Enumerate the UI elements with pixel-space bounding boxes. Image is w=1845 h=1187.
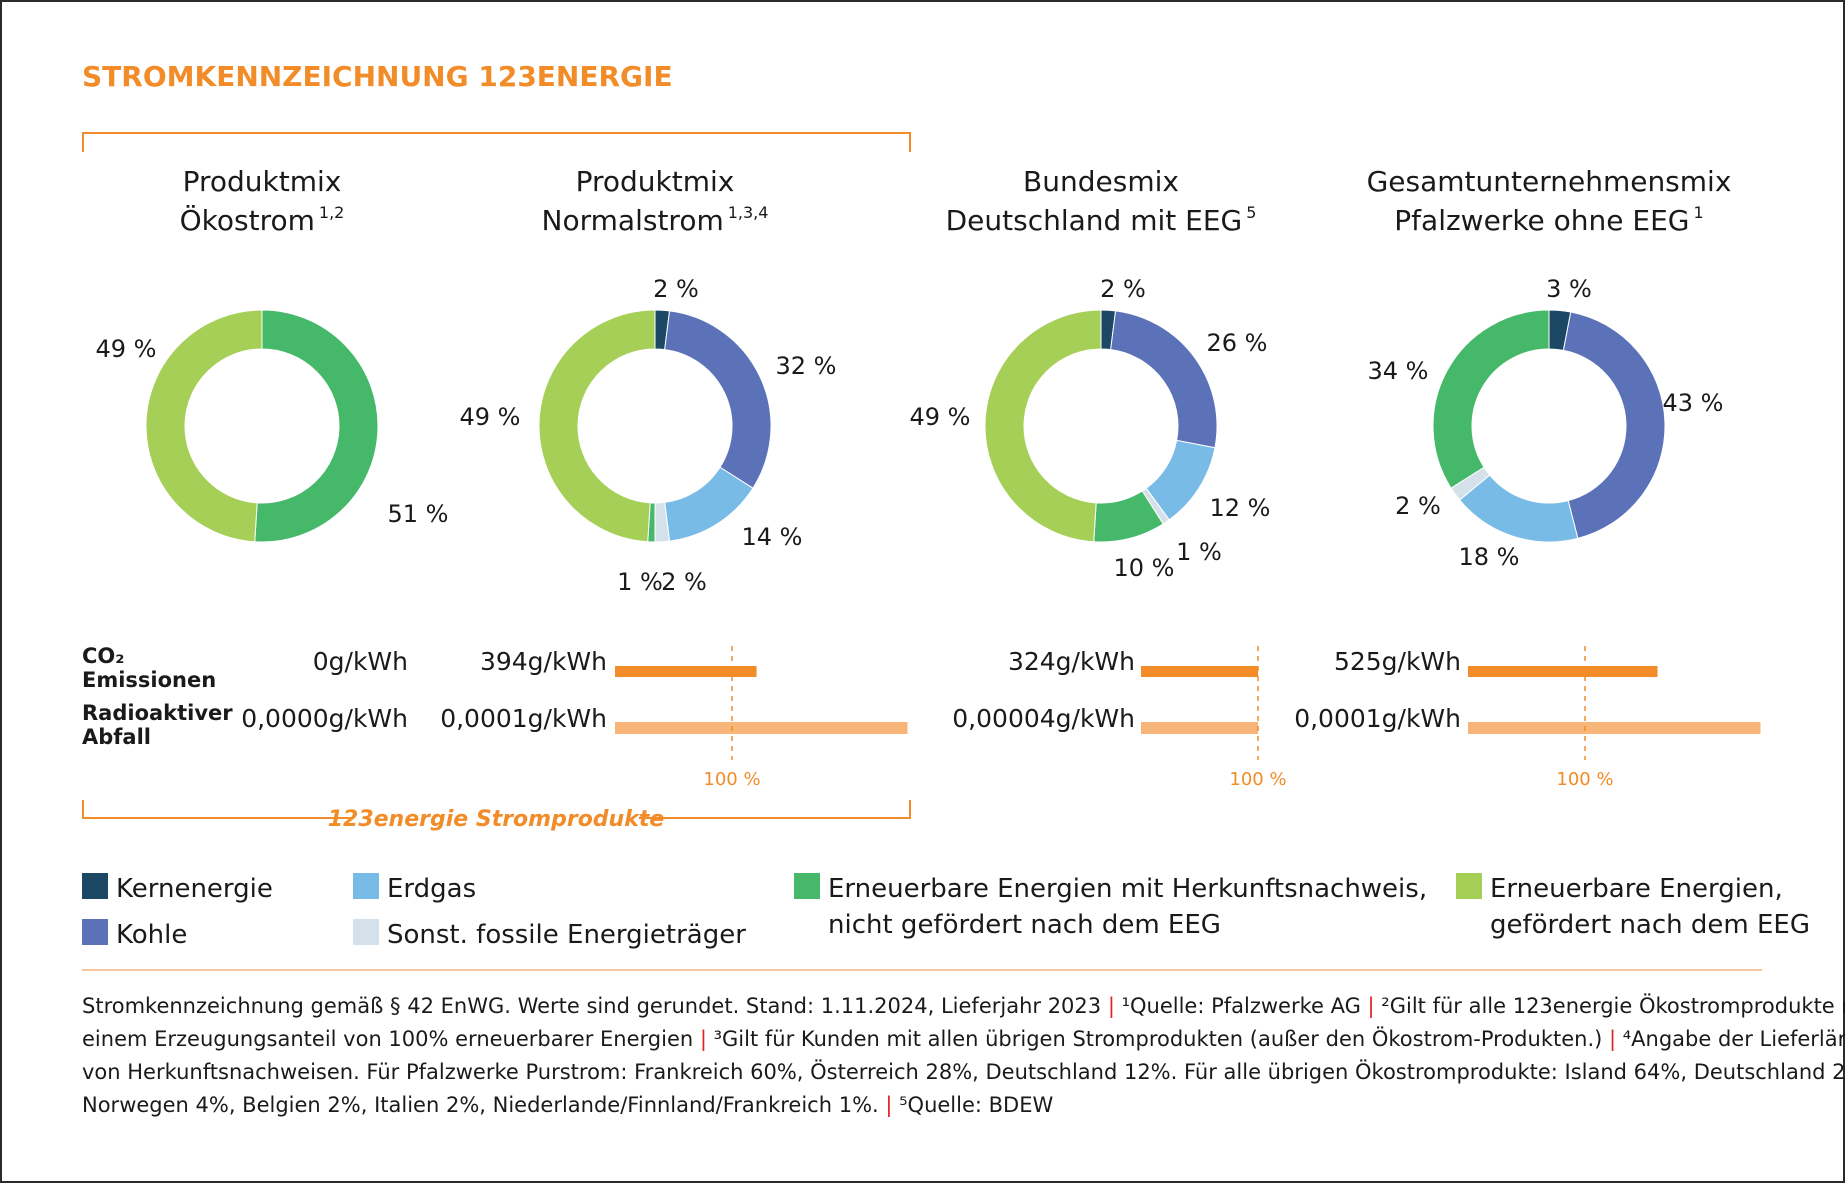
slice-4-kohle: [1562, 311, 1666, 539]
waste-value-1: 0,0000g/kWh: [241, 704, 408, 733]
slice-label-4-kohle: 43 %: [1663, 389, 1724, 417]
footnote: Stromkennzeichnung gemäß § 42 EnWG. Wert…: [82, 993, 1845, 1118]
slice-1-ee_eeg: [145, 309, 263, 543]
co2-bar-2: [615, 666, 757, 677]
slice-3-ee_eeg: [984, 309, 1102, 543]
slice-label-3-erdgas: 12 %: [1210, 494, 1271, 522]
waste-value-2: 0,0001g/kWh: [440, 704, 607, 733]
slice-label-2-kohle: 32 %: [776, 352, 837, 380]
legend-swatch-fossil: [353, 919, 379, 945]
chart-title-3-line1: Bundesmix: [1023, 165, 1179, 198]
co2-bar-3: [1141, 666, 1258, 677]
waste-bar-4: [1468, 722, 1761, 734]
slice-label-4-erdgas: 18 %: [1459, 543, 1520, 571]
legend-label-ee_eeg-line1: Erneuerbare Energien,: [1490, 874, 1783, 904]
legend-swatch-kohle: [82, 919, 108, 945]
co2-value-2: 394g/kWh: [480, 647, 607, 676]
legend-swatch-ee_eeg: [1456, 873, 1482, 899]
chart-title-2-line1: Produktmix: [576, 165, 735, 198]
slice-label-1-ee_eeg: 49 %: [96, 335, 157, 363]
slice-label-3-ee_hkn: 10 %: [1114, 554, 1175, 582]
legend-label-erdgas: Erdgas: [387, 874, 476, 904]
legend-swatch-erdgas: [353, 873, 379, 899]
slice-label-4-fossil: 2 %: [1395, 492, 1441, 520]
slice-label-2-fossil: 2 %: [661, 568, 707, 596]
waste-label-line1: Radioaktiver: [82, 701, 233, 725]
bracket-label: 123energie Stromprodukte: [328, 807, 665, 832]
waste-value-3: 0,00004g/kWh: [952, 704, 1135, 733]
page-title: STROMKENNZEICHNUNG 123ENERGIE: [82, 60, 673, 93]
legend-label-ee_hkn-line2: nicht gefördert nach dem EEG: [828, 910, 1221, 940]
legend-label-kohle: Kohle: [116, 920, 187, 950]
bracket-label-bg: [353, 804, 639, 832]
slice-label-4-ee_hkn: 34 %: [1368, 357, 1429, 385]
co2-value-4: 525g/kWh: [1334, 647, 1461, 676]
reference-label-2: 100 %: [703, 769, 760, 790]
slice-1-ee_hkn: [254, 309, 379, 543]
slice-label-3-kohle: 26 %: [1207, 329, 1268, 357]
slice-label-3-ee_eeg: 49 %: [910, 403, 971, 431]
reference-label-3: 100 %: [1229, 769, 1286, 790]
slice-label-2-ee_eeg: 49 %: [460, 403, 521, 431]
legend-label-kern: Kernenergie: [116, 874, 273, 904]
emissions-bars: 0g/kWh 0,0000g/kWh 394g/kWh 0,0001g/kWh 100 …: [241, 646, 1761, 790]
donut-charts: [145, 309, 1666, 543]
chart-title-1-line1: Produktmix: [183, 165, 342, 198]
slice-label-3-kern: 2 %: [1100, 275, 1146, 303]
slice-4-ee_hkn: [1432, 309, 1550, 489]
legend-swatch-kern: [82, 873, 108, 899]
co2-label-line1: CO₂: [82, 644, 124, 668]
co2-label-line2: Emissionen: [82, 668, 216, 692]
legend-swatch-ee_hkn: [794, 873, 820, 899]
waste-label-line2: Abfall: [82, 725, 151, 749]
slice-label-1-ee_hkn: 51 %: [388, 500, 449, 528]
slice-2-ee_eeg: [538, 309, 656, 543]
bracket-top: [82, 132, 911, 152]
slice-label-3-fossil: 1 %: [1176, 538, 1222, 566]
legend-label-ee_eeg-line2: gefördert nach dem EEG: [1490, 910, 1810, 940]
co2-value-1: 0g/kWh: [313, 647, 408, 676]
slice-label-2-ee_hkn: 1 %: [617, 568, 663, 596]
waste-value-4: 0,0001g/kWh: [1294, 704, 1461, 733]
waste-bar-3: [1141, 722, 1258, 734]
emissions-row-labels: CO₂ Emissionen Radioaktiver Abfall: [82, 644, 233, 749]
slice-label-2-kern: 2 %: [653, 275, 699, 303]
waste-bar-2: [615, 722, 908, 734]
slice-labels: 51 %49 %2 %32 %14 %2 %1 %49 %2 %26 %12 %…: [96, 275, 1724, 596]
slice-label-2-erdgas: 14 %: [742, 523, 803, 551]
chart-title-4-line1: Gesamtunternehmensmix: [1367, 165, 1732, 198]
legend: Kernenergie Kohle Erdgas Sonst. fossile Ene…: [82, 873, 1810, 950]
legend-label-fossil: Sonst. fossile Energieträger: [387, 920, 746, 950]
legend-label-ee_hkn-line1: Erneuerbare Energien mit Herkunftsnachwe…: [828, 874, 1427, 904]
chart-title-4-line2: Pfalzwerke ohne EEG 1: [1394, 203, 1703, 237]
co2-bar-4: [1468, 666, 1658, 677]
co2-value-3: 324g/kWh: [1008, 647, 1135, 676]
chart-title-3-line2: Deutschland mit EEG 5: [946, 203, 1257, 237]
reference-label-4: 100 %: [1556, 769, 1613, 790]
slice-label-4-kern: 3 %: [1546, 275, 1592, 303]
